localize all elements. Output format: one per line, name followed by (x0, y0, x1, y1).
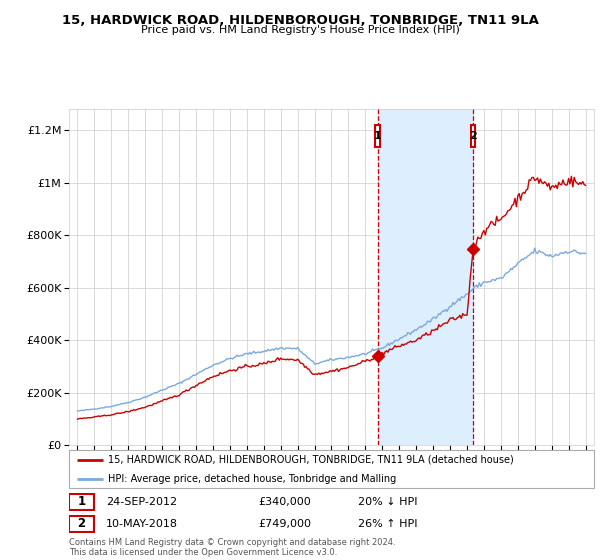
Text: 10-MAY-2018: 10-MAY-2018 (106, 519, 178, 529)
Text: 1: 1 (77, 495, 86, 508)
Text: 15, HARDWICK ROAD, HILDENBOROUGH, TONBRIDGE, TN11 9LA: 15, HARDWICK ROAD, HILDENBOROUGH, TONBRI… (62, 14, 538, 27)
Bar (376, 125, 380, 147)
Text: Contains HM Land Registry data © Crown copyright and database right 2024.
This d: Contains HM Land Registry data © Crown c… (69, 538, 395, 557)
Text: Price paid vs. HM Land Registry's House Price Index (HPI): Price paid vs. HM Land Registry's House … (140, 25, 460, 35)
Text: 2: 2 (77, 517, 86, 530)
Text: 26% ↑ HPI: 26% ↑ HPI (358, 519, 417, 529)
Text: 24-SEP-2012: 24-SEP-2012 (106, 497, 177, 507)
Text: 15, HARDWICK ROAD, HILDENBOROUGH, TONBRIDGE, TN11 9LA (detached house): 15, HARDWICK ROAD, HILDENBOROUGH, TONBRI… (109, 455, 514, 465)
FancyBboxPatch shape (69, 450, 594, 488)
Text: 2: 2 (469, 131, 477, 141)
Text: HPI: Average price, detached house, Tonbridge and Malling: HPI: Average price, detached house, Tonb… (109, 474, 397, 484)
Text: 1: 1 (374, 131, 382, 141)
FancyBboxPatch shape (69, 494, 94, 510)
Text: 20% ↓ HPI: 20% ↓ HPI (358, 497, 417, 507)
FancyBboxPatch shape (69, 516, 94, 532)
Text: £340,000: £340,000 (258, 497, 311, 507)
Bar (471, 125, 475, 147)
Text: £749,000: £749,000 (258, 519, 311, 529)
Bar (378, 109, 473, 445)
